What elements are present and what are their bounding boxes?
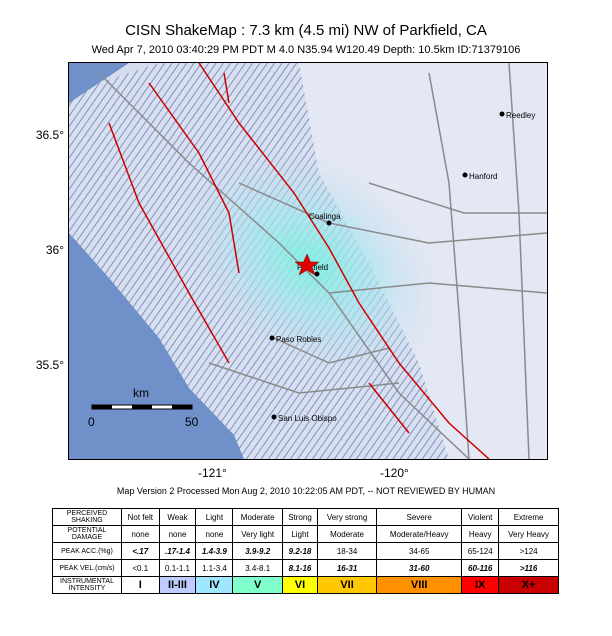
vel-cell: <0.1 [121, 559, 160, 577]
city-dot-coalinga [326, 220, 332, 226]
map-canvas: Reedley Hanford Coalinga Parkfield Paso … [69, 63, 547, 459]
vel-cell: 60-116 [461, 559, 500, 577]
shaking-cell: Weak [158, 508, 197, 526]
shaking-cell: Extreme [498, 508, 559, 526]
shaking-cell: Strong [281, 508, 319, 526]
damage-cell: none [121, 525, 160, 543]
city-dot-parkfield [314, 271, 320, 277]
damage-cell: Very light [232, 525, 283, 543]
intensity-cell: IV [195, 576, 234, 594]
intensity-cell: II-III [158, 576, 197, 594]
shakemap-area[interactable]: Reedley Hanford Coalinga Parkfield Paso … [68, 62, 548, 460]
vel-cell: 3.4-8.1 [232, 559, 283, 577]
lat-tick-35-5: 35.5° [35, 358, 64, 372]
map-title: CISN ShakeMap : 7.3 km (4.5 mi) NW of Pa… [125, 22, 487, 39]
row-header-acc: PEAK ACC.(%g) [52, 542, 122, 560]
city-dot-hanford [462, 172, 468, 178]
intensity-cell: X+ [498, 576, 559, 594]
vel-cell: 1.1-3.4 [195, 559, 234, 577]
damage-cell: none [158, 525, 197, 543]
processing-note: Map Version 2 Processed Mon Aug 2, 2010 … [116, 486, 496, 496]
vel-cell: 0.1-1.1 [158, 559, 197, 577]
intensity-cell: V [232, 576, 283, 594]
lat-tick-36-5: 36.5° [35, 128, 64, 142]
epicenter-star [294, 253, 320, 276]
legend-row-acc: PEAK ACC.(%g) <.17 .17-1.4 1.4-3.9 3.9-9… [52, 542, 559, 560]
damage-cell: Moderate/Heavy [376, 525, 463, 543]
legend-row-damage: POTENTIAL DAMAGE none none none Very lig… [52, 525, 559, 543]
city-dot-reedley [499, 111, 505, 117]
row-header-damage: POTENTIAL DAMAGE [52, 525, 122, 543]
acc-cell: <.17 [121, 542, 160, 560]
shaking-cell: Moderate [232, 508, 283, 526]
faults [108, 63, 490, 459]
intensity-legend-table: PERCEIVED SHAKING Not felt Weak Light Mo… [52, 508, 559, 594]
lat-tick-36: 36° [45, 243, 64, 257]
damage-cell: Moderate [317, 525, 378, 543]
damage-cell: none [195, 525, 234, 543]
city-hanford: Hanford [469, 172, 497, 181]
row-header-vel: PEAK VEL.(cm/s) [52, 559, 122, 577]
city-reedley: Reedley [506, 111, 535, 120]
acc-cell: 18-34 [317, 542, 378, 560]
shaking-cell: Not felt [121, 508, 160, 526]
scale-bar: km 0 50 [88, 386, 199, 429]
intensity-cell: I [121, 576, 160, 594]
intensity-cell: IX [461, 576, 500, 594]
acc-cell: 9.2-18 [281, 542, 319, 560]
acc-cell: 1.4-3.9 [195, 542, 234, 560]
legend-row-intensity: INSTRUMENTAL INTENSITY I II-III IV V VI … [52, 576, 559, 594]
acc-cell: 3.9-9.2 [232, 542, 283, 560]
damage-cell: Light [281, 525, 319, 543]
shaking-cell: Very strong [317, 508, 378, 526]
shaking-cell: Severe [376, 508, 463, 526]
intensity-cell: VII [317, 576, 378, 594]
acc-cell: .17-1.4 [158, 542, 197, 560]
city-san-luis-obispo: San Luis Obispo [278, 414, 337, 423]
intensity-cell: VI [281, 576, 319, 594]
scale-unit: km [133, 386, 149, 400]
city-paso-robles: Paso Robles [276, 335, 321, 344]
lon-tick-121: -121° [198, 466, 227, 480]
city-parkfield: Parkfield [297, 263, 328, 272]
shaking-cell: Violent [461, 508, 500, 526]
vel-cell: 31-60 [376, 559, 463, 577]
legend-row-vel: PEAK VEL.(cm/s) <0.1 0.1-1.1 1.1-3.4 3.4… [52, 559, 559, 577]
damage-cell: Very Heavy [498, 525, 559, 543]
row-header-shaking: PERCEIVED SHAKING [52, 508, 122, 526]
lon-tick-120: -120° [380, 466, 409, 480]
vel-cell: 16-31 [317, 559, 378, 577]
vel-cell: >116 [498, 559, 559, 577]
city-coalinga: Coalinga [309, 212, 341, 221]
legend-row-shaking: PERCEIVED SHAKING Not felt Weak Light Mo… [52, 508, 559, 526]
acc-cell: 34-65 [376, 542, 463, 560]
ocean [69, 233, 244, 459]
scale-end: 50 [185, 415, 199, 429]
scale-start: 0 [88, 415, 95, 429]
acc-cell: 65-124 [461, 542, 500, 560]
intensity-cell: VIII [376, 576, 463, 594]
row-header-intensity: INSTRUMENTAL INTENSITY [52, 576, 122, 594]
shaking-cell: Light [195, 508, 234, 526]
damage-cell: Heavy [461, 525, 500, 543]
event-details: Wed Apr 7, 2010 03:40:29 PM PDT M 4.0 N3… [91, 44, 521, 56]
city-dot-paso-robles [269, 335, 275, 341]
cities: Reedley Hanford Coalinga Parkfield Paso … [269, 111, 535, 423]
ocean-top [69, 63, 129, 103]
acc-cell: >124 [498, 542, 559, 560]
city-dot-san-luis-obispo [271, 414, 277, 420]
vel-cell: 8.1-16 [281, 559, 319, 577]
